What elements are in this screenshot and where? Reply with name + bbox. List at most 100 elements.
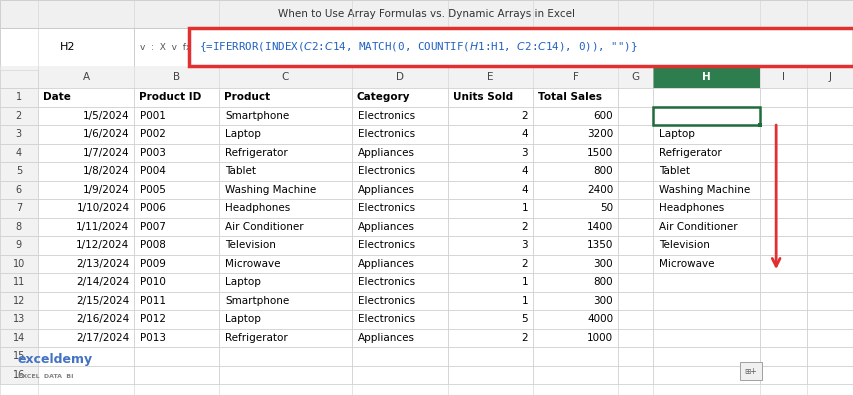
- Bar: [0, 181, 38, 199]
- Bar: [532, 329, 618, 347]
- Bar: [806, 254, 853, 273]
- Text: 4: 4: [521, 129, 527, 139]
- Bar: [532, 181, 618, 199]
- Text: Units Sold: Units Sold: [453, 92, 513, 102]
- Bar: [739, 362, 761, 380]
- Text: Tablet: Tablet: [659, 166, 690, 176]
- Bar: [219, 125, 351, 143]
- Bar: [0, 347, 38, 365]
- Bar: [134, 218, 219, 236]
- Text: 2/16/2024: 2/16/2024: [76, 314, 130, 324]
- Bar: [653, 107, 759, 125]
- Bar: [618, 310, 653, 329]
- Bar: [0, 88, 38, 107]
- Bar: [351, 218, 448, 236]
- Bar: [618, 254, 653, 273]
- Bar: [38, 254, 134, 273]
- Bar: [134, 143, 219, 162]
- Bar: [532, 88, 618, 107]
- Text: 14: 14: [13, 333, 25, 343]
- Bar: [0, 143, 38, 162]
- Bar: [38, 292, 134, 310]
- Text: P011: P011: [140, 296, 166, 306]
- Text: Microwave: Microwave: [659, 259, 714, 269]
- Text: 13: 13: [13, 314, 25, 324]
- Text: 7: 7: [15, 203, 22, 213]
- Bar: [618, 199, 653, 218]
- Bar: [759, 107, 806, 125]
- Bar: [448, 181, 532, 199]
- Bar: [653, 365, 759, 384]
- Bar: [653, 125, 759, 143]
- Bar: [219, 143, 351, 162]
- Text: 1/9/2024: 1/9/2024: [83, 185, 130, 195]
- Bar: [618, 143, 653, 162]
- Bar: [653, 273, 759, 292]
- Bar: [134, 292, 219, 310]
- Bar: [532, 273, 618, 292]
- Text: 300: 300: [593, 296, 612, 306]
- Bar: [0, 0, 853, 28]
- Bar: [806, 236, 853, 254]
- Bar: [806, 365, 853, 384]
- Bar: [134, 28, 189, 66]
- Bar: [219, 310, 351, 329]
- Bar: [448, 107, 532, 125]
- Text: 1500: 1500: [586, 148, 612, 158]
- Bar: [759, 365, 806, 384]
- Bar: [532, 143, 618, 162]
- Bar: [189, 28, 853, 66]
- Bar: [618, 218, 653, 236]
- Bar: [532, 292, 618, 310]
- Text: Electronics: Electronics: [357, 296, 415, 306]
- Bar: [759, 162, 806, 181]
- Text: 2/15/2024: 2/15/2024: [76, 296, 130, 306]
- Bar: [351, 254, 448, 273]
- Bar: [806, 199, 853, 218]
- Bar: [0, 236, 38, 254]
- Bar: [38, 218, 134, 236]
- Text: 1: 1: [16, 92, 22, 102]
- Text: Product: Product: [224, 92, 270, 102]
- Text: 1000: 1000: [586, 333, 612, 343]
- Bar: [219, 236, 351, 254]
- Bar: [653, 347, 759, 365]
- Text: Total Sales: Total Sales: [537, 92, 601, 102]
- Bar: [653, 107, 759, 125]
- Text: Electronics: Electronics: [357, 277, 415, 287]
- Text: 4: 4: [16, 148, 22, 158]
- Bar: [219, 218, 351, 236]
- Bar: [653, 143, 759, 162]
- Bar: [38, 143, 134, 162]
- Bar: [618, 329, 653, 347]
- Text: v  :  X  v  fx: v : X v fx: [140, 43, 192, 51]
- Bar: [0, 310, 38, 329]
- Bar: [219, 365, 351, 384]
- Bar: [351, 199, 448, 218]
- Bar: [0, 292, 38, 310]
- Text: Refrigerator: Refrigerator: [225, 333, 287, 343]
- Bar: [532, 310, 618, 329]
- Bar: [134, 125, 219, 143]
- Bar: [448, 329, 532, 347]
- Bar: [806, 218, 853, 236]
- Bar: [532, 236, 618, 254]
- Text: 6: 6: [16, 185, 22, 195]
- Text: 8: 8: [16, 222, 22, 232]
- Bar: [618, 162, 653, 181]
- Text: P005: P005: [140, 185, 166, 195]
- Text: 3: 3: [521, 240, 527, 250]
- Bar: [351, 181, 448, 199]
- Text: 1/5/2024: 1/5/2024: [83, 111, 130, 121]
- Text: P004: P004: [140, 166, 166, 176]
- Bar: [219, 181, 351, 199]
- Text: P009: P009: [140, 259, 166, 269]
- Text: 2/13/2024: 2/13/2024: [76, 259, 130, 269]
- Bar: [653, 310, 759, 329]
- Text: 2: 2: [521, 222, 527, 232]
- Text: Refrigerator: Refrigerator: [659, 148, 722, 158]
- Bar: [134, 88, 219, 107]
- Bar: [653, 292, 759, 310]
- Bar: [618, 107, 653, 125]
- Bar: [806, 107, 853, 125]
